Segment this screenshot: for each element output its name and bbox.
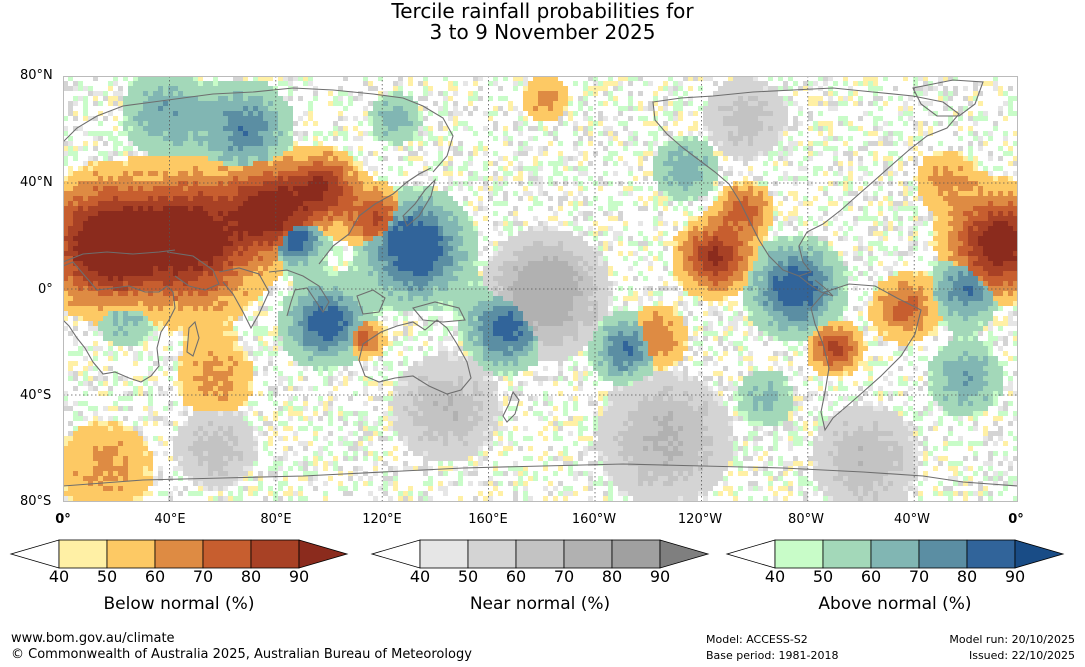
lon-label-120e: 120°E: [362, 512, 402, 527]
coastlines: [63, 79, 1018, 487]
lon-label-120w: 120°W: [677, 512, 723, 527]
legend-below-tick-80: 80: [240, 567, 262, 586]
chart-title-line2: 3 to 9 November 2025: [429, 20, 656, 44]
graticule: [63, 76, 1018, 502]
legend-swatch: [966, 539, 1016, 569]
legend-colorbars: [9, 539, 1065, 569]
rainfall-probability-map: [63, 76, 1018, 502]
lat-label-40s: 40°S: [20, 388, 52, 403]
coastline-antarctica: [63, 463, 1018, 487]
lat-label-80n: 80°N: [20, 68, 53, 83]
legend-swatch: [250, 539, 300, 569]
legend-above-tick-80: 80: [956, 567, 978, 586]
legend-above-tick-60: 60: [860, 567, 882, 586]
legend-near-tick-70: 70: [553, 567, 575, 586]
legend-below-tick-70: 70: [192, 567, 214, 586]
legend-near-tick-40: 40: [409, 567, 431, 586]
coastline-east-asia: [318, 167, 432, 265]
legend-swatch: [58, 539, 108, 569]
legend-above-tick-70: 70: [908, 567, 930, 586]
legend-swatch: [515, 539, 565, 569]
coastline-greenland: [912, 79, 984, 117]
map-frame: [63, 76, 1018, 502]
footer-copyright: © Commonwealth of Australia 2025, Austra…: [11, 647, 472, 662]
chart-title-line1: Tercile rainfall probabilities for: [391, 0, 694, 23]
legend-swatch: [918, 539, 968, 569]
coastline-new-zealand: [502, 390, 520, 423]
lon-label-0-right: 0°: [1008, 512, 1024, 527]
legend-above-title: Above normal (%): [818, 594, 972, 614]
coastline-australia: [358, 319, 472, 395]
coastline-india: [218, 267, 270, 330]
lat-label-40n: 40°N: [20, 175, 53, 190]
lon-label-160e: 160°E: [468, 512, 508, 527]
legend-above-tick-40: 40: [764, 567, 786, 586]
legend-near-tick-60: 60: [505, 567, 527, 586]
lon-label-80e: 80°E: [260, 512, 292, 527]
coastline-new-guinea: [412, 301, 466, 323]
coastline-madagascar: [186, 320, 200, 357]
coastline-arabia: [166, 251, 220, 291]
footer-model-run: Model run: 20/10/2025: [949, 633, 1075, 646]
legend-swatch: [419, 539, 469, 569]
coastline-eurasia-north: [63, 87, 454, 173]
lon-label-80w: 80°W: [788, 512, 824, 527]
legend-below-tick-90: 90: [288, 567, 310, 586]
legend-swatch: [870, 539, 920, 569]
legend-below-tick-40: 40: [48, 567, 70, 586]
lat-label-80s: 80°S: [20, 494, 52, 509]
legend-near-tick-50: 50: [457, 567, 479, 586]
coastline-north-america: [652, 87, 960, 277]
legend-swatch: [822, 539, 872, 569]
lat-label-equator: 0°: [38, 282, 53, 297]
legend-near-title: Near normal (%): [469, 594, 611, 614]
legend-above-tick-50: 50: [812, 567, 834, 586]
coastline-mediterranean: [63, 249, 176, 263]
legend-above-tick-90: 90: [1004, 567, 1026, 586]
legend-near-tick-80: 80: [601, 567, 623, 586]
lon-label-160w: 160°W: [571, 512, 617, 527]
legend-below-tick-60: 60: [144, 567, 166, 586]
footer-base-period: Base period: 1981-2018: [706, 649, 839, 662]
legend-bar-above-normal: [725, 539, 1065, 569]
lon-label-40w: 40°W: [894, 512, 930, 527]
legend-near-tick-90: 90: [649, 567, 671, 586]
legend-swatch: [467, 539, 517, 569]
legend-swatch: [154, 539, 204, 569]
legend-swatch: [106, 539, 156, 569]
legend-swatch: [774, 539, 824, 569]
lon-label-0-left: 0°: [55, 512, 71, 527]
footer-site-link[interactable]: www.bom.gov.au/climate: [11, 631, 175, 646]
legend-swatch: [611, 539, 661, 569]
legend-bar-near-normal: [370, 539, 710, 569]
legend-swatch: [202, 539, 252, 569]
coastline-central-america: [798, 275, 834, 297]
footer-issued: Issued: 22/10/2025: [968, 649, 1075, 662]
coastline-south-america: [810, 283, 922, 432]
lon-label-40e: 40°E: [154, 512, 186, 527]
probability-field: [63, 76, 1018, 502]
legend-below-tick-50: 50: [96, 567, 118, 586]
legend-swatch: [563, 539, 613, 569]
legend-bar-below-normal: [9, 539, 349, 569]
footer-model: Model: ACCESS-S2: [706, 633, 808, 646]
coastline-japan: [402, 178, 437, 227]
coastline-southeast-asia: [268, 269, 330, 317]
coastline-africa: [63, 261, 176, 383]
legend-below-title: Below normal (%): [103, 594, 255, 614]
